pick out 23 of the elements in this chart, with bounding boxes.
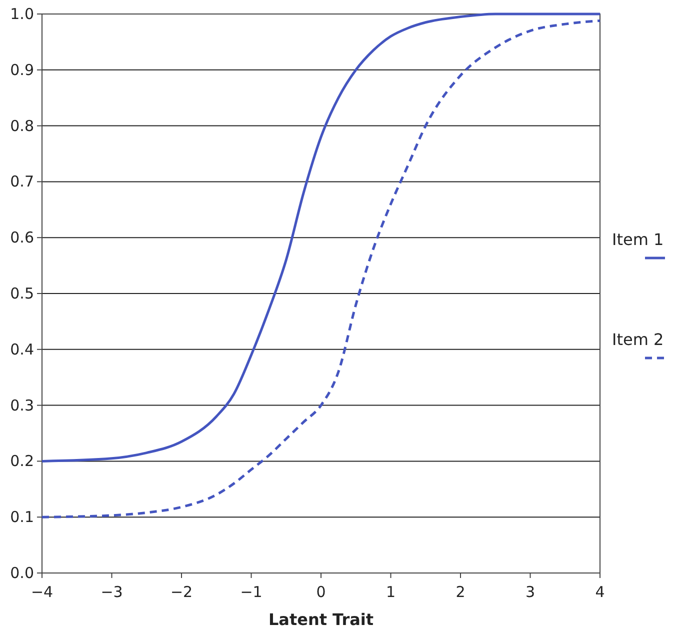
x-tick-label: 3 <box>525 583 536 601</box>
x-tick-label: −3 <box>100 583 123 601</box>
x-tick-label: −1 <box>240 583 262 601</box>
x-tick-label: 2 <box>456 583 466 601</box>
y-tick-label: 1.0 <box>10 5 34 23</box>
y-tick-label: 0.3 <box>10 396 34 414</box>
x-tick-label: 4 <box>595 583 605 601</box>
x-tick-label: 1 <box>386 583 396 601</box>
y-tick-label: 0.4 <box>10 340 34 358</box>
y-tick-label: 0.2 <box>10 452 34 470</box>
y-tick-label: 0.9 <box>10 60 34 79</box>
text: Item 1 <box>612 230 664 249</box>
y-tick-label: 0.7 <box>10 172 34 191</box>
y-tick-label: 0.1 <box>10 508 34 526</box>
y-tick-label: 0.6 <box>10 228 34 247</box>
x-tick-label: 0 <box>316 583 326 601</box>
x-tick-label: −4 <box>30 583 54 601</box>
y-tick-label: 0.5 <box>10 284 34 302</box>
y-tick-label: 0.0 <box>10 564 34 582</box>
y-tick-label: 0.8 <box>10 116 34 135</box>
x-axis-title: Latent Trait <box>268 610 374 629</box>
x-tick-label: −2 <box>170 583 193 601</box>
text: Item 2 <box>612 330 664 349</box>
